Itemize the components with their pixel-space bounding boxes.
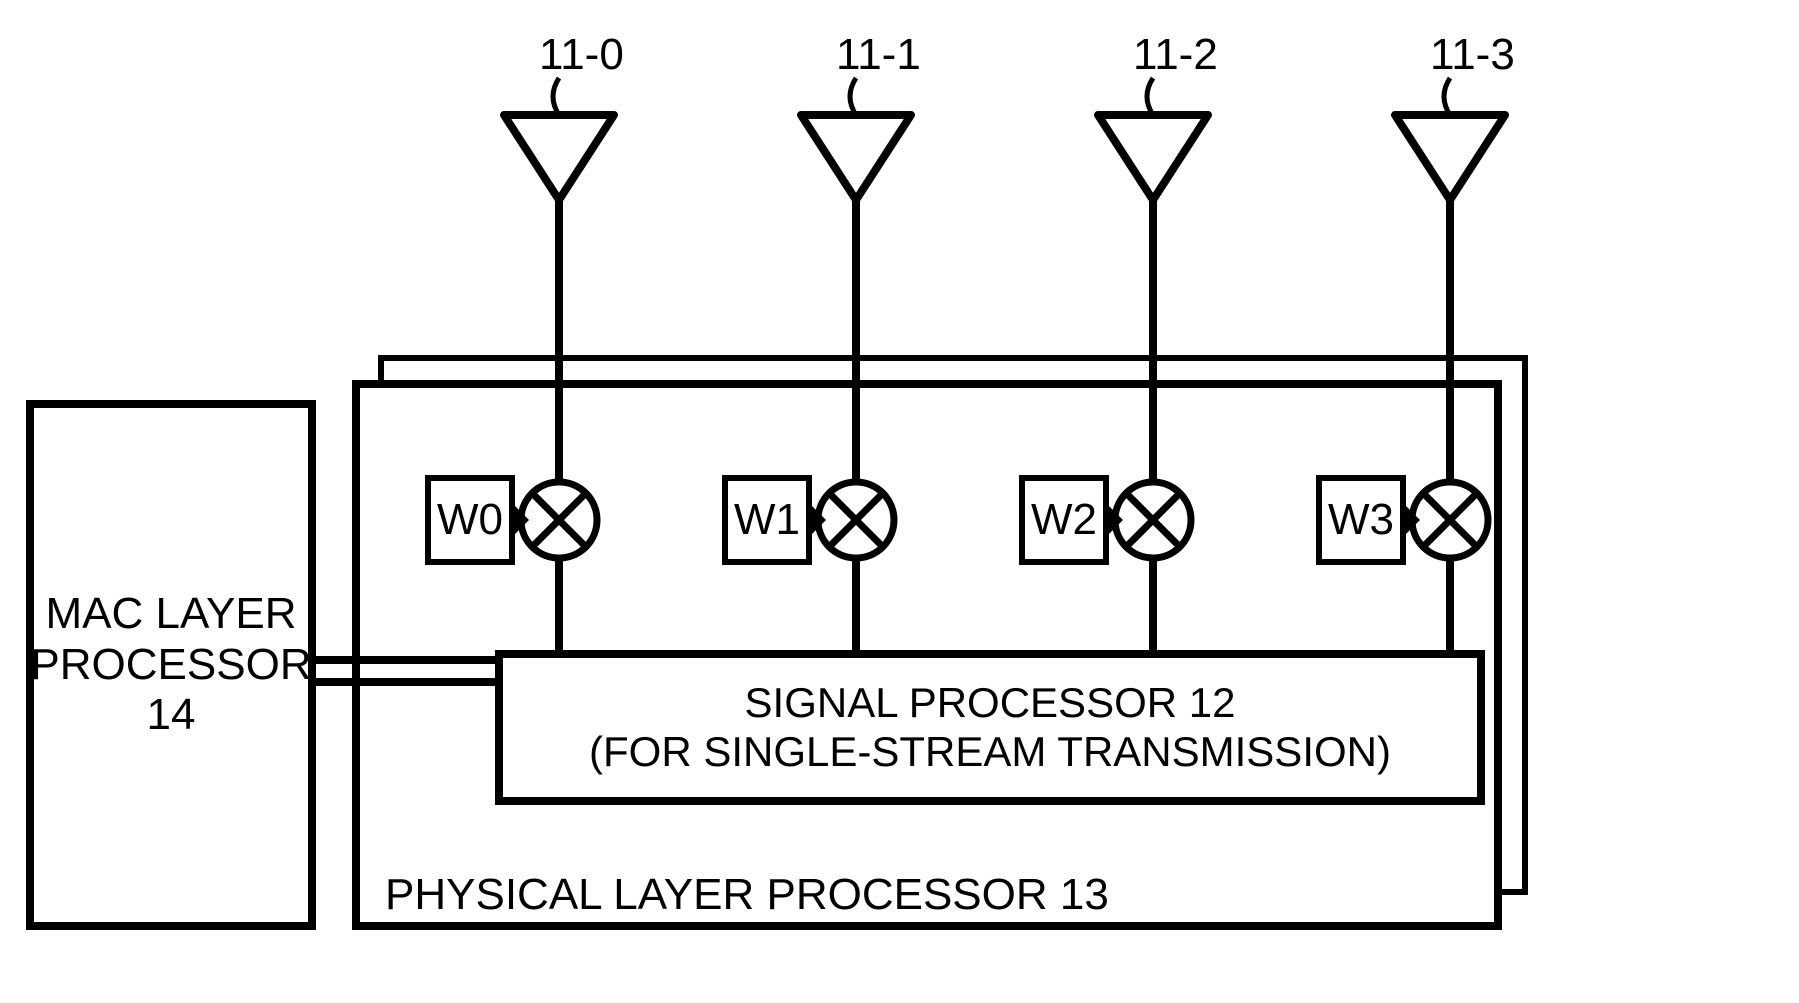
connector-line: [1149, 198, 1157, 482]
weight-arrow: [1406, 502, 1424, 538]
signal-processor-box: SIGNAL PROCESSOR 12(FOR SINGLE-STREAM TR…: [495, 650, 1485, 805]
weight-label: W1: [734, 495, 800, 545]
weight-box: W1: [722, 475, 812, 565]
signal-proc-label-2: (FOR SINGLE-STREAM TRANSMISSION): [589, 728, 1391, 776]
signal-proc-label-1: SIGNAL PROCESSOR 12: [745, 679, 1236, 727]
antenna-icon: [1094, 111, 1212, 204]
mac-label-2: PROCESSOR 14: [30, 640, 311, 741]
weight-label: W0: [437, 495, 503, 545]
connector-line: [316, 656, 495, 664]
weight-box: W3: [1316, 475, 1406, 565]
weight-arrow: [1109, 502, 1127, 538]
weight-box: W0: [425, 475, 515, 565]
connector-line: [852, 198, 860, 482]
connector-line: [555, 198, 563, 482]
weight-box: W2: [1019, 475, 1109, 565]
weight-label: W3: [1328, 495, 1394, 545]
diagram-canvas: PHYSICAL LAYER PROCESSOR 13 MAC LAYERPROC…: [0, 0, 1799, 1003]
antenna-icon: [500, 111, 618, 204]
mac-label-1: MAC LAYER: [45, 589, 296, 640]
mac-layer-box: MAC LAYERPROCESSOR 14: [26, 400, 316, 930]
antenna-label: 11-2: [1133, 30, 1218, 80]
antenna-icon: [1391, 111, 1509, 204]
weight-arrow: [515, 502, 533, 538]
connector-line: [1446, 558, 1454, 654]
antenna-label: 11-3: [1430, 30, 1515, 80]
weight-arrow: [812, 502, 830, 538]
connector-line: [1446, 198, 1454, 482]
connector-line: [555, 558, 563, 654]
antenna-label: 11-0: [539, 30, 624, 80]
connector-line: [852, 558, 860, 654]
connector-line: [1149, 558, 1157, 654]
physical-layer-label: PHYSICAL LAYER PROCESSOR 13: [385, 870, 1109, 920]
weight-label: W2: [1031, 495, 1097, 545]
connector-line: [316, 678, 495, 686]
antenna-icon: [797, 111, 915, 204]
antenna-label: 11-1: [836, 30, 921, 80]
